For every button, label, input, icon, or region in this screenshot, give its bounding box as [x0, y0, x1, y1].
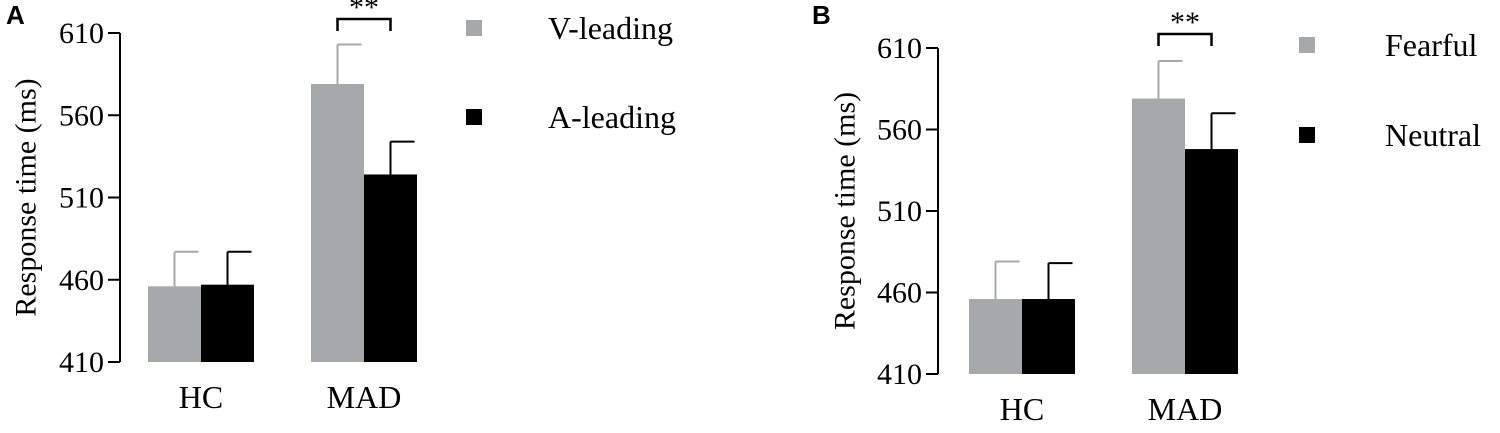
y-tick-label: 610	[877, 32, 922, 65]
legend-label: Neutral	[1385, 117, 1481, 153]
y-axis-label: Response time (ms)	[829, 92, 862, 330]
bar	[1022, 299, 1075, 374]
x-category-label: MAD	[1148, 391, 1223, 427]
y-tick-label: 610	[59, 17, 104, 50]
legend-swatch	[466, 109, 482, 125]
x-category-label: HC	[1000, 391, 1044, 427]
legend-label: V-leading	[548, 10, 673, 46]
bar	[1132, 98, 1185, 374]
x-category-label: MAD	[327, 379, 402, 415]
significance-bracket	[1157, 32, 1213, 46]
panel-letter: A	[6, 0, 25, 30]
legend-label: Fearful	[1385, 27, 1478, 63]
bar	[148, 286, 201, 362]
x-category-label: HC	[179, 379, 223, 415]
legend-swatch	[466, 20, 482, 36]
legend-label: A-leading	[548, 99, 676, 135]
y-tick-label: 560	[877, 114, 922, 147]
y-tick-label: 460	[59, 264, 104, 297]
y-tick-label: 410	[877, 358, 922, 391]
legend-swatch	[1299, 127, 1315, 143]
significance-bracket	[336, 17, 392, 31]
y-tick-label: 560	[59, 99, 104, 132]
bar	[1185, 149, 1238, 374]
bar	[201, 284, 254, 362]
y-tick-label: 460	[877, 277, 922, 310]
y-axis-label: Response time (ms)	[10, 78, 43, 316]
significance-label: **	[349, 0, 379, 24]
bar	[969, 299, 1022, 374]
y-tick-label: 510	[877, 195, 922, 228]
panel-letter: B	[812, 0, 831, 30]
y-tick-label: 410	[59, 346, 104, 379]
bar	[311, 83, 364, 363]
legend-swatch	[1299, 37, 1315, 53]
y-tick-label: 510	[59, 182, 104, 215]
bar	[364, 174, 417, 362]
significance-label: **	[1170, 6, 1200, 39]
